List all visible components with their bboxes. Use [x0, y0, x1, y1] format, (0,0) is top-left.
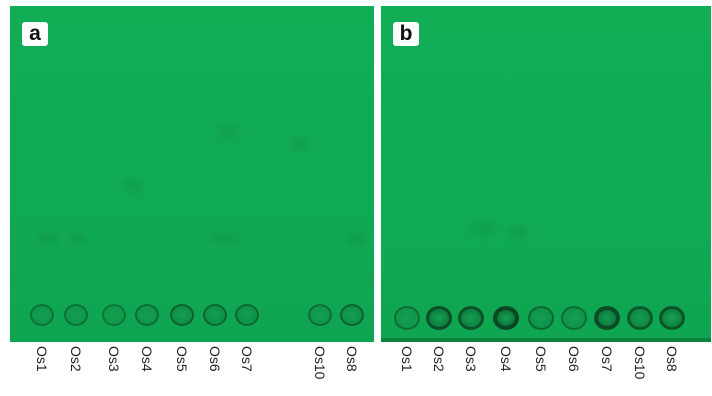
sample-spot — [30, 304, 54, 326]
lane-label: Os3 — [463, 346, 479, 394]
sample-spot — [493, 306, 519, 330]
faint-band — [210, 118, 246, 144]
lane-label-text: Os3 — [463, 346, 479, 372]
panel-label-b: b — [393, 22, 419, 46]
sample-spot — [203, 304, 227, 326]
lane-label-text: Os1 — [399, 346, 415, 372]
lane-label: Os8 — [664, 346, 680, 394]
faint-band — [463, 216, 503, 242]
lane-label-text: Os10 — [632, 346, 648, 380]
sample-spot — [235, 304, 259, 326]
lane-label-text: Os2 — [68, 346, 84, 372]
sample-spot — [426, 306, 452, 330]
sample-spot — [102, 304, 126, 326]
lane-label-text: Os3 — [106, 346, 122, 372]
panel-label-a: a — [22, 22, 48, 46]
tlc-plate-b: b — [381, 6, 711, 342]
tlc-plate-a: a — [10, 6, 374, 342]
lane-label-text: Os1 — [34, 346, 50, 372]
faint-band — [501, 220, 533, 244]
sample-spot — [340, 304, 364, 326]
lane-label: Os5 — [533, 346, 549, 394]
lane-label-text: Os4 — [498, 346, 514, 372]
sample-spot — [170, 304, 194, 326]
sample-spot — [64, 304, 88, 326]
lane-label-text: Os10 — [312, 346, 328, 380]
faint-band — [118, 174, 148, 198]
sample-spot — [394, 306, 420, 330]
lane-label: Os1 — [399, 346, 415, 394]
sample-spot — [528, 306, 554, 330]
lane-label-text: Os4 — [139, 346, 155, 372]
lane-label-text: Os7 — [599, 346, 615, 372]
sample-spot — [561, 306, 587, 330]
lane-label-text: Os8 — [344, 346, 360, 372]
lane-label: Os10 — [632, 346, 648, 394]
lane-label: Os2 — [68, 346, 84, 394]
lane-label-text: Os8 — [664, 346, 680, 372]
lane-label-text: Os6 — [566, 346, 582, 372]
lane-label: Os7 — [239, 346, 255, 394]
sample-spot — [458, 306, 484, 330]
faint-band — [64, 228, 94, 250]
faint-band — [286, 130, 312, 156]
lane-label: Os5 — [174, 346, 190, 394]
sample-spot — [627, 306, 653, 330]
lane-label: Os6 — [566, 346, 582, 394]
sample-spot — [308, 304, 332, 326]
faint-band — [204, 228, 246, 250]
sample-spot — [135, 304, 159, 326]
lane-label: Os8 — [344, 346, 360, 394]
lane-label-text: Os6 — [207, 346, 223, 372]
lane-label-text: Os2 — [431, 346, 447, 372]
lane-label: Os2 — [431, 346, 447, 394]
lane-label: Os7 — [599, 346, 615, 394]
lane-label: Os4 — [139, 346, 155, 394]
plate-bottom-edge — [381, 338, 711, 342]
lane-label: Os10 — [312, 346, 328, 394]
faint-band — [342, 228, 370, 250]
lane-label-text: Os5 — [174, 346, 190, 372]
lane-label: Os3 — [106, 346, 122, 394]
lane-label-text: Os7 — [239, 346, 255, 372]
lane-label: Os1 — [34, 346, 50, 394]
sample-spot — [659, 306, 685, 330]
lane-label: Os6 — [207, 346, 223, 394]
faint-band — [30, 228, 66, 250]
sample-spot — [594, 306, 620, 330]
lane-label-text: Os5 — [533, 346, 549, 372]
lane-label: Os4 — [498, 346, 514, 394]
